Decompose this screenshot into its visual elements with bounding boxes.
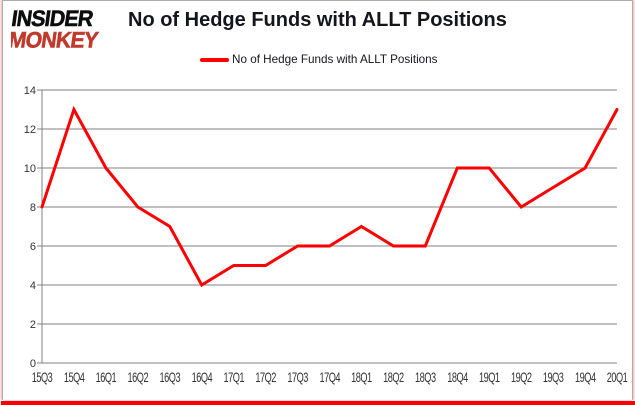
svg-text:8: 8 (30, 202, 36, 214)
svg-text:19Q1: 19Q1 (479, 371, 500, 385)
svg-text:12: 12 (24, 124, 36, 136)
svg-text:6: 6 (30, 241, 36, 253)
svg-text:2: 2 (30, 319, 36, 331)
svg-text:10: 10 (24, 163, 36, 175)
svg-text:16Q1: 16Q1 (96, 371, 117, 385)
svg-text:0: 0 (30, 358, 36, 370)
svg-text:16Q4: 16Q4 (192, 371, 213, 385)
svg-text:17Q4: 17Q4 (319, 371, 340, 385)
svg-text:19Q3: 19Q3 (543, 371, 564, 385)
svg-text:20Q1: 20Q1 (607, 371, 628, 385)
svg-text:4: 4 (30, 280, 36, 292)
svg-text:19Q2: 19Q2 (511, 371, 532, 385)
svg-text:16Q3: 16Q3 (160, 371, 181, 385)
svg-text:14: 14 (24, 85, 36, 97)
svg-text:17Q2: 17Q2 (255, 371, 276, 385)
svg-text:18Q2: 18Q2 (383, 371, 404, 385)
svg-text:18Q4: 18Q4 (447, 371, 468, 385)
svg-text:19Q4: 19Q4 (575, 371, 596, 385)
svg-text:15Q3: 15Q3 (32, 371, 53, 385)
svg-text:18Q1: 18Q1 (351, 371, 372, 385)
svg-text:18Q3: 18Q3 (415, 371, 436, 385)
svg-text:15Q4: 15Q4 (64, 371, 85, 385)
svg-text:17Q3: 17Q3 (287, 371, 308, 385)
svg-text:17Q1: 17Q1 (223, 371, 244, 385)
svg-text:16Q2: 16Q2 (128, 371, 149, 385)
